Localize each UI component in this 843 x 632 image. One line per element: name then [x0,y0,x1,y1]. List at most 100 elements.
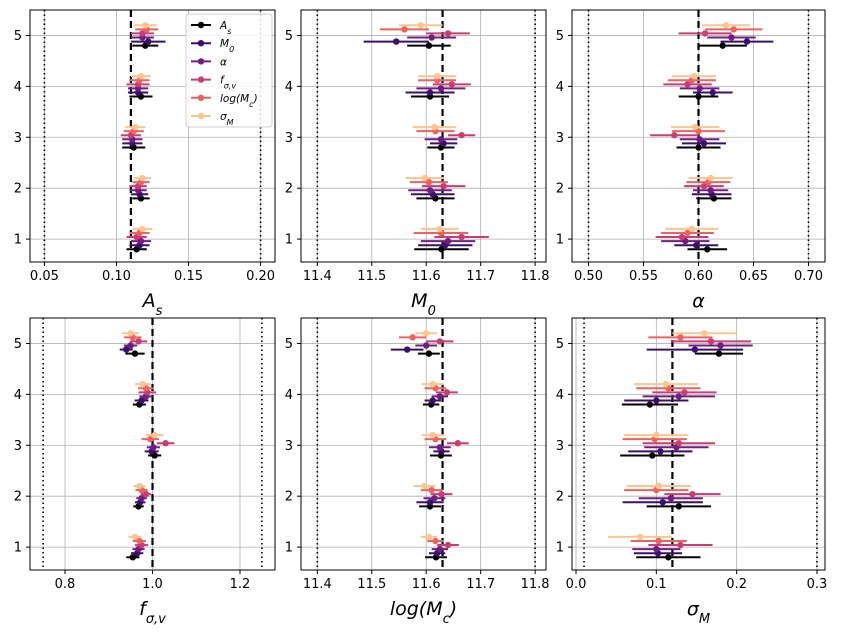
y-tick-label: 4 [14,80,22,95]
x-tick-label: 11.5 [357,269,386,284]
data-point [136,537,143,545]
data-point [677,541,684,549]
legend-marker [197,40,205,47]
x-tick-label: 0.1 [646,577,667,592]
data-point [707,187,714,194]
panel-3: 0.50 0.55 0.60 0.65 0.70 1 2 3 4 5 α [556,9,826,312]
data-point [458,233,465,241]
data-point [678,233,686,241]
data-point [423,342,430,349]
y-tick-label: 2 [285,490,293,505]
y-tick-label: 3 [14,439,22,454]
data-point [695,144,702,151]
data-point [436,545,444,553]
data-point [421,174,428,182]
data-point [150,444,157,451]
data-point [653,397,660,404]
data-point [444,541,452,549]
x-tick-label: 0.60 [684,269,713,284]
legend-label: σM [220,111,234,127]
legend-label: fσ,v [220,75,236,91]
data-point [139,30,146,37]
data-point [436,393,444,400]
data-point [440,182,447,190]
x-tick-label: 0.50 [574,269,603,284]
data-point [662,380,670,388]
y-tick-label: 5 [285,337,293,352]
data-point [426,187,434,194]
y-tick-label: 4 [285,80,293,95]
data-point [428,486,435,494]
y-tick-label: 4 [556,80,564,95]
data-point [715,350,723,357]
data-point [665,554,672,561]
x-axis-label: As [141,290,163,319]
data-point [162,440,169,447]
data-point [675,440,683,447]
data-point [437,136,445,143]
y-tick-label: 1 [285,541,293,556]
data-point [700,140,708,147]
data-point [684,81,691,88]
x-tick-label: 11.8 [521,269,550,284]
legend-marker [197,112,205,120]
y-tick-label: 2 [14,182,22,197]
data-point [696,136,703,143]
legend-entry: σM [191,111,234,127]
data-point [443,389,451,396]
y-tick-label: 1 [285,233,293,248]
legend: As M0 α fσ,v log(Mc) σM [185,13,273,128]
data-point [428,34,435,41]
legend-label: M0 [220,38,234,54]
y-tick-label: 3 [285,131,293,146]
data-point [704,246,711,253]
x-tick-label: 0.2 [726,577,747,592]
x-tick-label: 11.8 [521,577,550,592]
data-point [677,334,684,341]
x-tick-label: 0.20 [246,269,275,284]
data-point [646,401,654,408]
data-point [438,246,445,253]
panel-4: 0.8 1.0 1.2 1 2 3 4 5 fσ,v [14,317,276,627]
data-point [701,30,709,37]
legend-marker [197,94,205,102]
y-tick-label: 2 [285,182,293,197]
data-point [707,174,714,182]
data-point [151,431,158,439]
data-point [136,482,143,490]
x-tick-label: 1.2 [230,577,251,592]
x-axis-label: α [692,290,705,312]
y-tick-label: 4 [285,388,293,403]
legend-entry: fσ,v [191,75,236,91]
x-tick-label: 11.6 [412,577,441,592]
points [120,22,166,253]
data-point [426,89,434,96]
y-tick-label: 1 [556,233,564,248]
data-point [688,225,696,233]
x-tick-label: 11.7 [466,269,495,284]
data-point [147,435,154,443]
data-point [438,490,445,498]
y-tick-label: 1 [556,541,564,556]
data-point [659,499,666,506]
data-point [139,174,146,182]
data-point [655,537,662,545]
y-tick-label: 5 [556,29,564,44]
data-point [417,22,424,29]
data-point [653,431,660,439]
x-axis-label: log(Mc) [390,598,457,627]
data-point [401,26,408,33]
points [390,330,469,561]
data-point [127,342,134,349]
x-tick-label: 0.15 [174,269,203,284]
x-tick-label: 0.55 [629,269,658,284]
data-point [431,495,438,502]
x-tick-label: 0.70 [794,269,823,284]
data-point [423,330,430,337]
data-point [730,26,737,33]
data-point [144,38,152,45]
data-point [689,490,696,498]
data-point [717,342,724,349]
data-point [409,334,416,341]
x-tick-label: 0.05 [30,269,59,284]
